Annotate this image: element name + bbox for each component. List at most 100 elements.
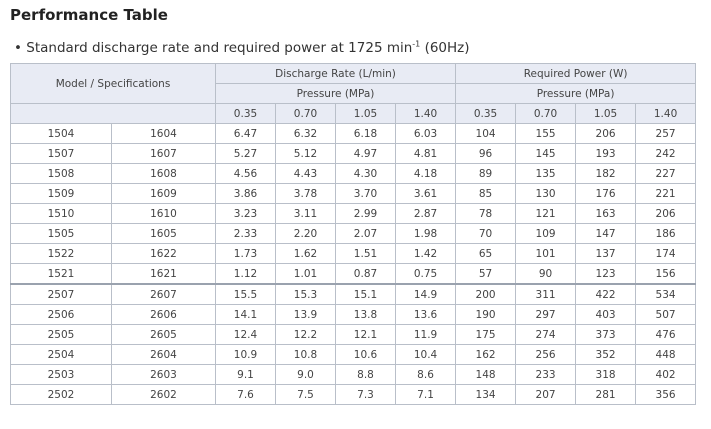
model-b-cell: 2604 (111, 344, 216, 365)
subtitle-exponent: -1 (412, 39, 421, 49)
discharge-cell: 10.8 (275, 344, 336, 365)
table-row: 2505 2605 12.4 12.2 12.1 11.9 175 274 373 476 (10, 324, 697, 345)
power-cell: 448 (635, 344, 697, 365)
model-b-cell: 1608 (111, 163, 216, 184)
model-a-cell: 1509 (10, 183, 112, 204)
model-b-cell: 1607 (111, 143, 216, 164)
model-spec-header: Model / Specifications (10, 63, 216, 104)
discharge-cell: 14.9 (394, 283, 457, 305)
model-b-cell: 1622 (111, 243, 216, 264)
power-cell: 109 (515, 223, 577, 244)
power-cell: 352 (575, 344, 637, 365)
table-row: 1505 1605 2.33 2.20 2.07 1.98 70 109 147 186 (10, 223, 697, 244)
discharge-pressure-value: 1.40 (394, 103, 457, 124)
power-cell: 175 (455, 324, 517, 345)
power-cell: 162 (455, 344, 517, 365)
discharge-pressure-value: 0.70 (275, 103, 336, 124)
power-cell: 90 (515, 263, 577, 285)
discharge-cell: 2.07 (335, 223, 396, 244)
discharge-cell: 10.4 (394, 344, 457, 365)
power-cell: 221 (635, 183, 697, 204)
discharge-cell: 1.98 (394, 223, 457, 244)
discharge-cell: 6.18 (335, 123, 396, 144)
power-cell: 281 (575, 384, 637, 405)
discharge-cell: 1.12 (215, 263, 276, 285)
discharge-cell: 3.23 (215, 203, 276, 224)
discharge-cell: 6.32 (275, 123, 336, 144)
table-body: 1504 1604 6.47 6.32 6.18 6.03 104 155 206 257 1507… (10, 123, 697, 405)
discharge-cell: 15.3 (275, 283, 336, 305)
discharge-cell: 4.30 (335, 163, 396, 184)
required-power-header: Required Power (W) (455, 63, 697, 84)
discharge-cell: 4.43 (275, 163, 336, 184)
power-cell: 534 (635, 283, 697, 305)
discharge-cell: 1.51 (335, 243, 396, 264)
power-cell: 476 (635, 324, 697, 345)
discharge-cell: 4.56 (215, 163, 276, 184)
power-cell: 242 (635, 143, 697, 164)
power-cell: 402 (635, 364, 697, 385)
power-cell: 89 (455, 163, 517, 184)
power-cell: 190 (455, 304, 517, 325)
performance-table: Model / Specifications Discharge Rate (L… (10, 63, 697, 405)
power-cell: 507 (635, 304, 697, 325)
model-a-cell: 2505 (10, 324, 112, 345)
discharge-cell: 6.03 (394, 123, 457, 144)
power-cell: 206 (575, 123, 637, 144)
blank-header-cell (10, 103, 216, 124)
power-cell: 145 (515, 143, 577, 164)
power-pressure-value: 0.35 (455, 103, 517, 124)
table-row: 1508 1608 4.56 4.43 4.30 4.18 89 135 182 227 (10, 163, 697, 184)
discharge-cell: 14.1 (215, 304, 276, 325)
discharge-cell: 10.9 (215, 344, 276, 365)
subtitle-text: • Standard discharge rate and required p… (14, 40, 413, 56)
discharge-cell: 12.1 (335, 324, 396, 345)
power-cell: 121 (515, 203, 577, 224)
power-cell: 274 (515, 324, 577, 345)
table-row: 2503 2603 9.1 9.0 8.8 8.6 148 233 318 402 (10, 364, 697, 385)
model-b-cell: 2602 (111, 384, 216, 405)
table-row: 2507 2607 15.5 15.3 15.1 14.9 200 311 422 534 (10, 283, 697, 305)
power-cell: 104 (455, 123, 517, 144)
power-cell: 176 (575, 183, 637, 204)
model-a-cell: 1505 (10, 223, 112, 244)
power-cell: 227 (635, 163, 697, 184)
table-row: 2502 2602 7.6 7.5 7.3 7.1 134 207 281 356 (10, 384, 697, 405)
page-title: Performance Table (10, 6, 168, 24)
discharge-cell: 0.75 (394, 263, 457, 285)
model-b-cell: 1604 (111, 123, 216, 144)
discharge-cell: 2.33 (215, 223, 276, 244)
power-cell: 403 (575, 304, 637, 325)
discharge-cell: 8.6 (394, 364, 457, 385)
discharge-cell: 15.1 (335, 283, 396, 305)
power-cell: 422 (575, 283, 637, 305)
table-row: 1504 1604 6.47 6.32 6.18 6.03 104 155 206 257 (10, 123, 697, 144)
model-a-cell: 1507 (10, 143, 112, 164)
model-a-cell: 1504 (10, 123, 112, 144)
table-row: 2506 2606 14.1 13.9 13.8 13.6 190 297 403 507 (10, 304, 697, 325)
header-row-3: 0.35 0.70 1.05 1.40 0.35 0.70 1.05 1.40 (10, 103, 697, 124)
power-cell: 311 (515, 283, 577, 305)
discharge-cell: 3.78 (275, 183, 336, 204)
power-cell: 137 (575, 243, 637, 264)
power-cell: 147 (575, 223, 637, 244)
power-cell: 155 (515, 123, 577, 144)
discharge-cell: 4.18 (394, 163, 457, 184)
power-cell: 101 (515, 243, 577, 264)
discharge-cell: 4.97 (335, 143, 396, 164)
power-cell: 356 (635, 384, 697, 405)
discharge-cell: 4.81 (394, 143, 457, 164)
model-a-cell: 2506 (10, 304, 112, 325)
discharge-cell: 7.3 (335, 384, 396, 405)
power-pressure-value: 0.70 (515, 103, 577, 124)
discharge-rate-header: Discharge Rate (L/min) (214, 63, 457, 84)
power-cell: 85 (455, 183, 517, 204)
model-a-cell: 2502 (10, 384, 112, 405)
table-row: 1510 1610 3.23 3.11 2.99 2.87 78 121 163 206 (10, 203, 697, 224)
discharge-cell: 1.73 (215, 243, 276, 264)
model-b-cell: 1605 (111, 223, 216, 244)
power-pressure-value: 1.05 (575, 103, 637, 124)
model-a-cell: 1522 (10, 243, 112, 264)
discharge-cell: 5.27 (215, 143, 276, 164)
model-a-cell: 1508 (10, 163, 112, 184)
